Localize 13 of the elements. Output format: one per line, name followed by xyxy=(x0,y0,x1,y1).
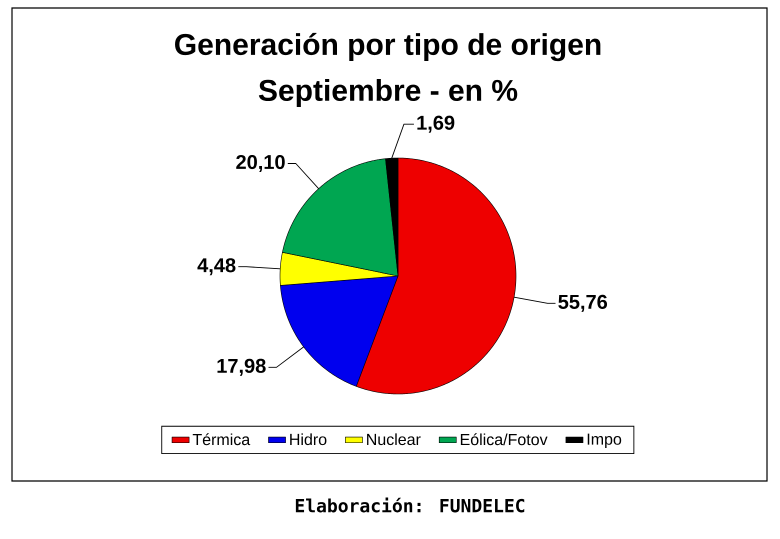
legend-label: Nuclear xyxy=(367,433,421,446)
data-label: 20,10 xyxy=(236,154,285,172)
chart-title: Generación por tipo de origen xyxy=(175,32,600,62)
data-label: 4,48 xyxy=(197,258,236,276)
data-label: 1,69 xyxy=(417,116,454,133)
data-label: 17,98 xyxy=(218,358,266,376)
legend-label: Eólica/Fotov xyxy=(460,433,548,446)
legend-label: Térmica xyxy=(192,433,250,446)
text: Elaboración: FUNDELEC xyxy=(296,498,524,512)
chart-subtitle: Septiembre - en % xyxy=(258,79,518,107)
legend-label: Impo xyxy=(588,434,622,448)
legend-label: Hidro xyxy=(290,433,326,446)
data-label: 55,76 xyxy=(558,294,608,312)
